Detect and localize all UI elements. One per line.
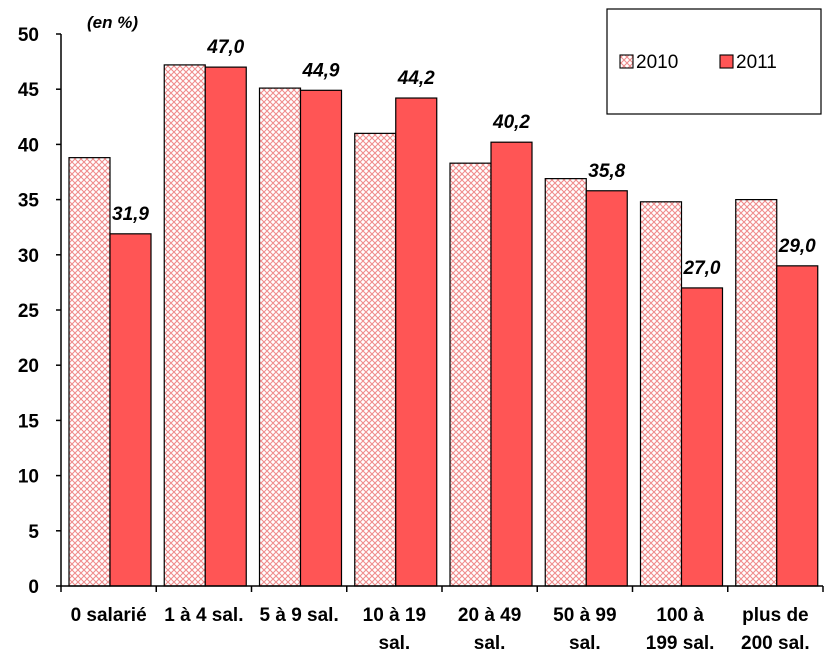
legend-swatch-2011 [719, 54, 734, 69]
legend-swatch-2010 [619, 54, 634, 69]
bar-2011-1 [204, 66, 247, 587]
y-tick-label-10: 50 [18, 25, 39, 46]
y-tick-label-6: 30 [18, 246, 39, 267]
data-label-6: 27,0 [683, 258, 721, 279]
data-label-0: 31,9 [112, 204, 149, 225]
data-label-2: 44,9 [302, 60, 340, 81]
data-label-7: 29,0 [778, 236, 816, 257]
x-tick-label-0: 0 salarié [71, 605, 147, 626]
bar-2011-0 [109, 233, 152, 587]
x-tick-label-6: 100 à 199 sal. [646, 605, 715, 654]
y-tick-label-1: 5 [28, 522, 39, 543]
y-tick-label-5: 25 [18, 301, 40, 322]
bar-2010-4 [449, 162, 492, 587]
axes-layer: 0 5 10 15 20 25 30 35 40 45 50 0 salarié 1 à 4 sal. 5… [18, 25, 824, 654]
bar-2011-4 [490, 141, 533, 587]
data-label-3: 44,2 [397, 68, 435, 89]
bar-2010-1 [163, 64, 206, 587]
x-tick-label-4: 20 à 49 sal. [458, 605, 521, 654]
bar-2011-7 [776, 265, 819, 587]
x-tick-label-1: 1 à 4 sal. [164, 605, 243, 626]
bar-2010-2 [258, 87, 302, 587]
x-tick-label-2: 5 à 9 sal. [260, 605, 339, 626]
bars-layer: 31,9 47,0 44,9 44,2 40,2 35,8 27,0 29,0 [68, 37, 819, 587]
bar-2011-2 [299, 89, 343, 587]
y-tick-label-9: 45 [18, 80, 40, 101]
x-tick-label-5: 50 à 99 sal. [553, 605, 616, 654]
x-tick-label-3: 10 à 19 sal. [363, 605, 426, 654]
x-tick-label-7: plus de 200 sal. [741, 605, 810, 654]
bar-2010-6 [639, 201, 683, 587]
unit-label: (en %) [87, 13, 138, 32]
legend-label-2011: 2011 [736, 52, 777, 73]
y-tick-label-3: 15 [18, 411, 40, 432]
y-tick-label-2: 10 [18, 467, 39, 488]
data-label-4: 40,2 [492, 112, 530, 133]
y-tick-label-4: 20 [18, 356, 39, 377]
data-label-1: 47,0 [206, 37, 244, 58]
bar-2010-7 [735, 199, 778, 587]
data-label-5: 35,8 [588, 161, 625, 182]
y-tick-label-0: 0 [28, 577, 39, 598]
bar-2011-6 [680, 287, 724, 587]
bar-2010-0 [68, 157, 111, 587]
bar-2010-3 [354, 132, 397, 587]
legend-box [606, 8, 822, 115]
bar-2011-3 [395, 97, 438, 587]
y-tick-label-8: 40 [18, 135, 39, 156]
y-tick-label-7: 35 [18, 191, 40, 212]
bar-2011-5 [585, 190, 628, 587]
legend-label-2010: 2010 [636, 52, 678, 73]
bar-2010-5 [544, 178, 587, 587]
legend: 2010 2011 [606, 8, 822, 115]
